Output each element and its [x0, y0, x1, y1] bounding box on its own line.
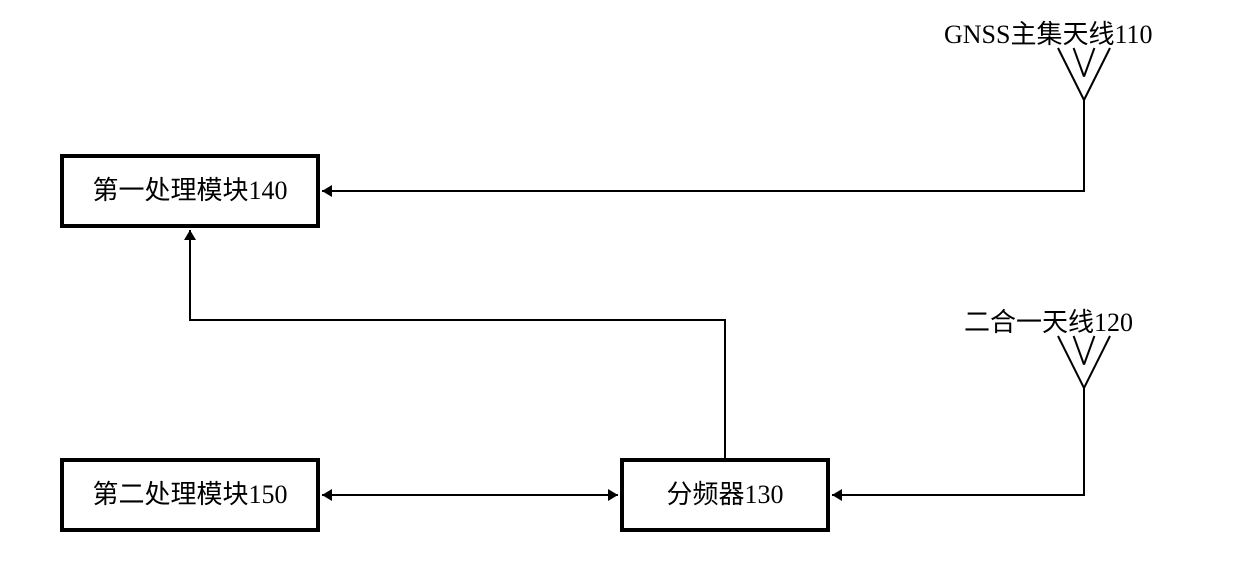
- connectors-svg: [0, 0, 1239, 572]
